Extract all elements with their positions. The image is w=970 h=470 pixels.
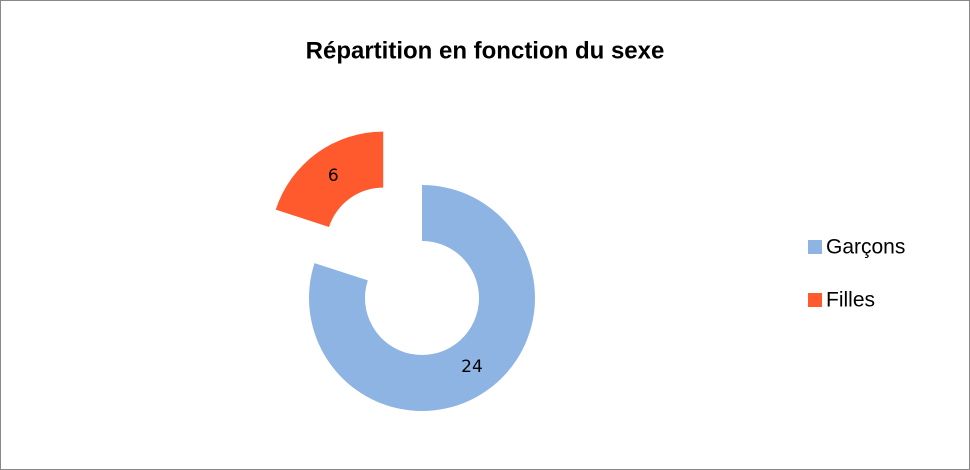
legend-label: Garçons <box>826 236 905 259</box>
donut-slice <box>275 131 384 227</box>
data-label: 24 <box>461 357 483 377</box>
donut-slice <box>309 185 535 411</box>
legend-swatch <box>808 293 822 307</box>
chart-title: Répartition en fonction du sexe <box>306 37 665 64</box>
legend-label: Filles <box>826 289 875 312</box>
legend-swatch <box>808 240 822 254</box>
data-label: 6 <box>328 166 339 186</box>
